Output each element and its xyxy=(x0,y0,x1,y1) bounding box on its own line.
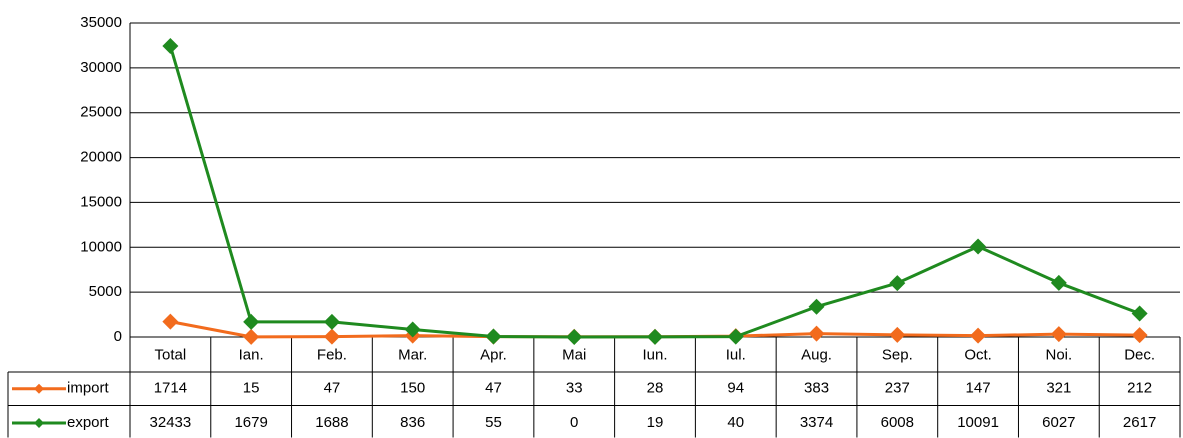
table-value: 33 xyxy=(566,380,583,397)
table-value: 237 xyxy=(885,380,910,397)
table-value: 6008 xyxy=(881,414,914,431)
legend-marker xyxy=(34,383,44,394)
point-marker xyxy=(162,313,179,330)
table-value: 1679 xyxy=(234,414,267,431)
point-marker xyxy=(889,326,906,343)
point-marker xyxy=(647,328,663,345)
table-value: 212 xyxy=(1127,380,1152,397)
series-line xyxy=(168,45,1141,339)
x-tick-label: Mai xyxy=(562,346,586,363)
x-tick-label: Ian. xyxy=(239,346,264,363)
table-value: 2617 xyxy=(1123,414,1156,431)
x-tick-label: Mar. xyxy=(398,346,427,363)
y-tick-label: 20000 xyxy=(80,149,122,166)
x-tick-label: Total xyxy=(155,346,187,363)
point-marker xyxy=(566,329,583,345)
table-value: 1714 xyxy=(154,380,187,397)
table-value: 47 xyxy=(324,380,341,397)
point-marker xyxy=(808,298,825,315)
legend-label: export xyxy=(67,414,110,431)
x-tick-label: Aug. xyxy=(801,346,832,363)
point-marker xyxy=(889,275,906,292)
point-marker xyxy=(323,328,340,345)
table-value: 32433 xyxy=(150,414,192,431)
point-marker xyxy=(1050,326,1067,343)
x-tick-label: Apr. xyxy=(480,346,507,363)
table-value: 28 xyxy=(647,380,664,397)
y-tick-label: 10000 xyxy=(80,238,122,255)
y-tick-label: 15000 xyxy=(80,193,122,210)
table-value: 6027 xyxy=(1042,414,1075,431)
legend-label: import xyxy=(67,380,110,397)
legend-marker xyxy=(34,418,44,428)
table-value: 47 xyxy=(485,380,502,397)
point-marker xyxy=(162,38,179,55)
table-value: 94 xyxy=(727,380,744,397)
y-tick-label: 0 xyxy=(114,328,122,345)
table-value: 40 xyxy=(727,414,744,431)
point-marker xyxy=(970,238,987,255)
table-value: 19 xyxy=(647,414,664,431)
x-tick-label: Feb. xyxy=(317,346,347,363)
table-value: 383 xyxy=(804,380,829,397)
point-marker xyxy=(808,325,825,342)
point-marker xyxy=(485,328,502,345)
x-tick-label: Sep. xyxy=(882,346,913,363)
table-value: 55 xyxy=(485,414,502,431)
table-value: 0 xyxy=(570,414,578,431)
x-tick-label: Dec. xyxy=(1124,346,1155,363)
x-tick-label: Noi. xyxy=(1046,346,1073,363)
table-value: 10091 xyxy=(957,414,999,431)
y-tick-label: 35000 xyxy=(80,14,122,31)
x-tick-label: Iun. xyxy=(642,346,667,363)
table-value: 150 xyxy=(400,380,425,397)
point-marker xyxy=(323,313,340,330)
table-value: 147 xyxy=(966,380,991,397)
y-tick-label: 30000 xyxy=(80,59,122,76)
x-tick-label: Oct. xyxy=(964,346,992,363)
y-tick-label: 25000 xyxy=(80,104,122,121)
point-marker xyxy=(727,328,744,345)
table-value: 321 xyxy=(1046,380,1071,397)
point-marker xyxy=(243,328,260,345)
y-tick-label: 5000 xyxy=(89,283,122,300)
x-tick-label: Iul. xyxy=(726,346,746,363)
point-marker xyxy=(970,327,987,344)
table-value: 3374 xyxy=(800,414,833,431)
table-value: 836 xyxy=(400,414,425,431)
series xyxy=(162,38,1148,345)
table-value: 15 xyxy=(243,380,260,397)
point-marker xyxy=(404,321,421,338)
point-marker xyxy=(1131,305,1148,322)
point-marker xyxy=(1131,327,1148,344)
point-marker xyxy=(1050,274,1067,291)
point-marker xyxy=(243,313,260,330)
table-value: 1688 xyxy=(315,414,348,431)
